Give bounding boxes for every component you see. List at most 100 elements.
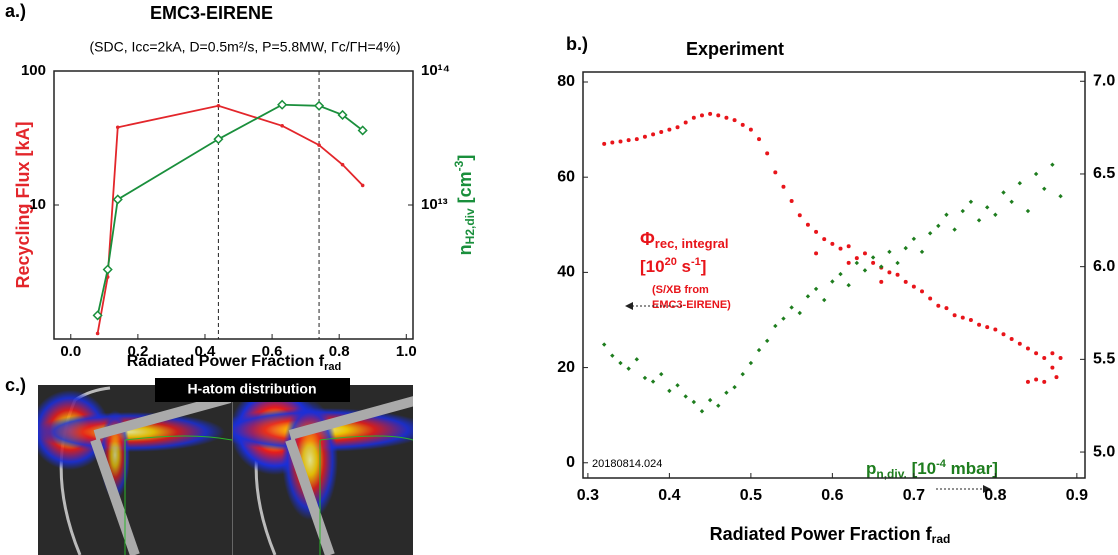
x-tick-label: 0.0 xyxy=(60,343,81,360)
data-point xyxy=(944,306,949,311)
data-point xyxy=(797,310,802,316)
data-point xyxy=(95,331,100,336)
data-point xyxy=(642,375,648,381)
data-point xyxy=(216,103,221,108)
plot-frame xyxy=(582,71,1086,479)
shot-number: 20180814.024 xyxy=(592,458,662,470)
data-point xyxy=(846,244,851,249)
data-point xyxy=(650,379,656,384)
data-point xyxy=(1025,346,1030,351)
annotation-part: s xyxy=(677,257,691,276)
data-point xyxy=(667,388,672,394)
x-axis-label: Radiated Power Fraction frad xyxy=(127,353,342,373)
data-point xyxy=(1009,199,1014,204)
data-point xyxy=(732,118,737,123)
data-point xyxy=(854,256,859,261)
data-point xyxy=(1033,171,1039,177)
x-tick-label: 0.4 xyxy=(195,343,217,360)
data-point xyxy=(280,123,284,128)
data-point xyxy=(360,183,365,188)
data-point xyxy=(601,342,607,347)
x-axis-label-sub: rad xyxy=(324,361,341,373)
x-tick-label: 0.8 xyxy=(329,343,350,360)
data-point xyxy=(92,310,103,321)
x-tick-label: 0.9 xyxy=(1066,487,1088,504)
data-point xyxy=(1058,194,1063,199)
data-point xyxy=(870,255,876,260)
x-tick-label: 0.5 xyxy=(740,487,762,504)
data-point xyxy=(830,279,835,284)
arrow-head xyxy=(983,485,991,493)
y-tick-label: 20 xyxy=(557,359,575,376)
data-point xyxy=(699,409,705,414)
data-point xyxy=(699,113,704,118)
data-point xyxy=(618,139,623,144)
data-point xyxy=(862,251,867,256)
x-axis-label-sub: rad xyxy=(932,532,951,546)
arrow-head xyxy=(625,302,633,310)
data-point xyxy=(626,366,631,371)
data-point xyxy=(862,268,868,273)
y2-tick-label: 5.5 xyxy=(1093,351,1115,368)
data-point xyxy=(936,223,941,229)
data-point xyxy=(757,137,762,142)
data-point xyxy=(952,313,957,318)
data-point xyxy=(854,260,860,266)
data-point xyxy=(357,125,368,136)
data-point xyxy=(919,249,925,255)
data-point xyxy=(977,322,982,327)
data-point xyxy=(976,218,982,223)
y2-tick-label: 10¹³ xyxy=(421,196,448,213)
data-point xyxy=(1042,356,1047,361)
data-point xyxy=(911,236,917,242)
x-tick-label: 0.2 xyxy=(127,343,148,360)
data-point xyxy=(838,271,843,277)
data-point xyxy=(675,125,680,130)
x-tick-label: 0.6 xyxy=(821,487,843,504)
annotation-part: [10 xyxy=(907,459,936,478)
y2-tick-label: 7.0 xyxy=(1093,72,1115,89)
data-point xyxy=(764,338,770,344)
chart-subtitle: (SDC, Icc=2kA, D=0.5m²/s, P=5.8MW, Γc/ΓH… xyxy=(89,39,400,55)
data-point xyxy=(944,212,949,217)
data-point xyxy=(879,279,884,284)
data-point xyxy=(789,198,794,203)
panel-label: b.) xyxy=(566,34,588,54)
x-tick-label: 0.3 xyxy=(577,487,599,504)
y2-label-sup: -3 xyxy=(452,160,466,171)
data-point xyxy=(748,127,753,132)
x-axis-label-text: Radiated Power Fraction f xyxy=(127,353,325,370)
y2-label-part: [cm xyxy=(455,171,475,208)
data-point xyxy=(659,371,664,377)
annotation-line: EMC3-EIRENE) xyxy=(652,299,731,311)
x-tick-label: 0.8 xyxy=(984,487,1006,504)
y2-tick-label: 5.0 xyxy=(1093,443,1115,460)
y2-label-part: n xyxy=(455,244,475,255)
data-point xyxy=(985,205,990,210)
data-point xyxy=(1001,332,1006,337)
data-point xyxy=(781,316,786,321)
data-point xyxy=(651,132,656,137)
data-point xyxy=(822,297,827,303)
x-axis-label-text: Radiated Power Fraction f xyxy=(710,524,933,544)
x-tick-label: 0.7 xyxy=(903,487,925,504)
data-point xyxy=(822,237,827,242)
panel-label: c.) xyxy=(5,375,26,395)
image-left xyxy=(38,386,232,555)
data-point xyxy=(805,294,811,299)
data-point xyxy=(691,115,696,120)
simulation-image: H-atom distribution xyxy=(38,378,413,555)
data-point xyxy=(642,134,647,139)
data-point xyxy=(830,241,835,246)
series-line xyxy=(96,103,364,316)
data-point xyxy=(610,353,615,358)
data-point xyxy=(337,109,348,120)
data-point xyxy=(968,199,974,204)
y-tick-label: 60 xyxy=(557,168,575,185)
chart-title: Experiment xyxy=(686,39,784,59)
data-point xyxy=(1017,341,1022,346)
data-point xyxy=(340,162,345,167)
data-point xyxy=(1034,377,1039,382)
data-point xyxy=(911,284,916,289)
